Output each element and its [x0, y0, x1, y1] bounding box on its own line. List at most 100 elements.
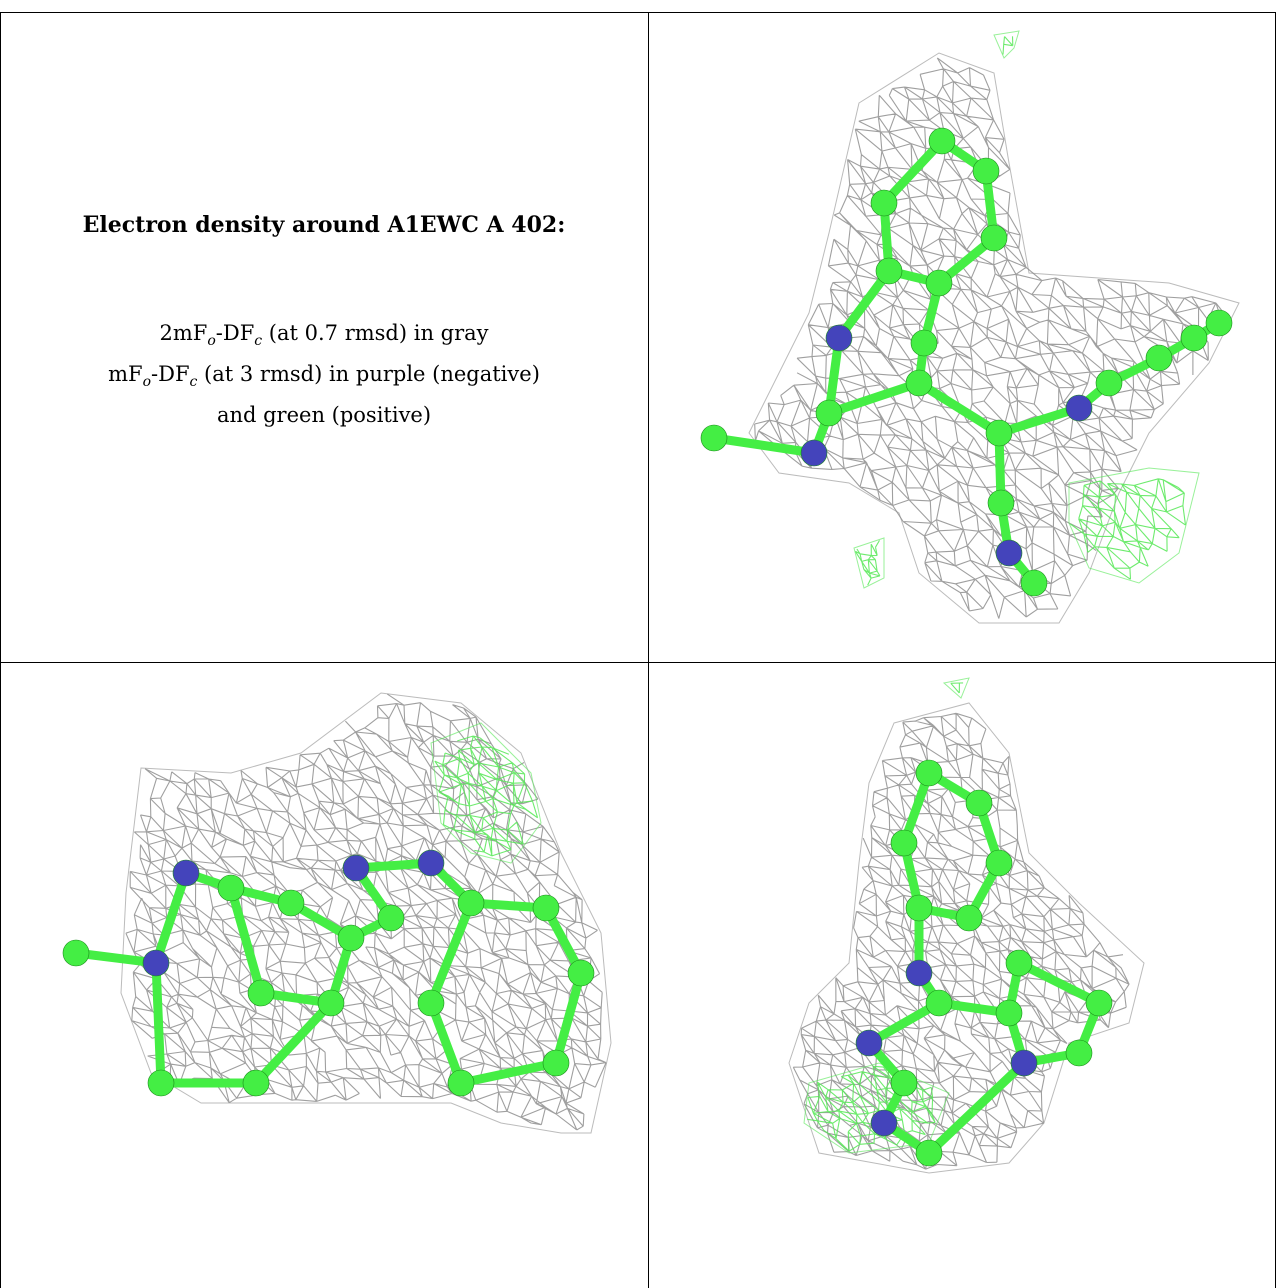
nitrogen-atom	[855, 1029, 883, 1057]
nitrogen-atom	[800, 439, 828, 467]
green-density-mesh	[1070, 478, 1187, 580]
nitrogen-atom	[342, 854, 370, 882]
nitrogen-atom	[1065, 394, 1093, 422]
carbon-atom	[567, 959, 595, 987]
nitrogen-atom	[1010, 1049, 1038, 1077]
carbon-atom	[377, 904, 405, 932]
legend-cell: Electron density around A1EWC A 402: 2mF…	[0, 12, 648, 662]
carbon-atom	[1205, 309, 1233, 337]
view-bottom-left	[1, 663, 648, 1288]
carbon-atom	[337, 924, 365, 952]
bond	[879, 136, 947, 208]
figure-grid: Electron density around A1EWC A 402: 2mF…	[0, 12, 1276, 1288]
carbon-atom	[928, 127, 956, 155]
carbon-atom	[62, 939, 90, 967]
gray-density-mesh-outline	[748, 52, 1240, 624]
gray-density-mesh-outline	[788, 702, 1145, 1174]
legend-title: Electron density around A1EWC A 402:	[82, 212, 566, 238]
nitrogen-atom	[417, 849, 445, 877]
carbon-atom	[890, 1069, 918, 1097]
green-density-blob	[854, 540, 881, 586]
carbon-atom	[1095, 369, 1123, 397]
bond	[226, 883, 266, 998]
green-density-mesh	[807, 1065, 936, 1152]
legend-line-difference: mFo-DFc (at 3 rmsd) in purple (negative)	[108, 362, 540, 391]
carbon-atom	[447, 1069, 475, 1097]
legend-description: 2mFo-DFc (at 0.7 rmsd) in gray mFo-DFc (…	[0, 317, 648, 432]
carbon-atom	[815, 399, 843, 427]
bond	[824, 378, 924, 418]
carbon-atom	[915, 759, 943, 787]
carbon-atom	[955, 904, 983, 932]
carbon-atom	[925, 269, 953, 297]
bond	[151, 958, 166, 1088]
border-left	[0, 12, 1, 1288]
carbon-atom	[217, 874, 245, 902]
view-top-right	[649, 13, 1275, 662]
bond	[864, 998, 944, 1048]
view-bottom-right	[649, 663, 1275, 1288]
green-density-mesh	[434, 735, 539, 857]
carbon-atom	[910, 329, 938, 357]
carbon-atom	[890, 829, 918, 857]
bond	[914, 378, 1004, 438]
carbon-atom	[985, 849, 1013, 877]
border-middle-vertical	[648, 12, 649, 1288]
nitrogen-atom	[825, 324, 853, 352]
bond	[426, 998, 466, 1088]
bond	[456, 1058, 561, 1088]
carbon-atom	[242, 1069, 270, 1097]
border-top	[0, 12, 1276, 13]
carbon-atom	[1020, 569, 1048, 597]
green-density-blob-outline	[993, 30, 1020, 59]
carbon-atom	[1065, 1039, 1093, 1067]
carbon-atom	[870, 189, 898, 217]
carbon-atom	[972, 157, 1000, 185]
green-density-blob-outline	[942, 677, 970, 699]
carbon-atom	[1145, 344, 1173, 372]
carbon-atom	[987, 489, 1015, 517]
bond	[151, 868, 191, 968]
bond	[71, 948, 161, 968]
bond	[551, 968, 586, 1068]
nitrogen-atom	[870, 1109, 898, 1137]
border-middle-horizontal	[0, 662, 1276, 663]
carbon-atom	[1180, 324, 1208, 352]
carbon-atom	[457, 889, 485, 917]
legend-line-gray: 2mFo-DFc (at 0.7 rmsd) in gray	[159, 321, 489, 350]
carbon-atom	[915, 1139, 943, 1167]
legend-line-positive: and green (positive)	[216, 403, 432, 428]
bond	[709, 433, 819, 458]
carbon-atom	[985, 419, 1013, 447]
carbon-atom	[317, 989, 345, 1017]
carbon-atom	[147, 1069, 175, 1097]
carbon-atom	[542, 1049, 570, 1077]
bond	[834, 266, 894, 343]
carbon-atom	[980, 224, 1008, 252]
bond	[251, 998, 336, 1088]
carbon-atom	[925, 989, 953, 1017]
green-density-blob-outline	[853, 537, 885, 589]
carbon-atom	[277, 889, 305, 917]
carbon-atom	[700, 424, 728, 452]
nitrogen-atom	[142, 949, 170, 977]
nitrogen-atom	[995, 539, 1023, 567]
carbon-atom	[905, 894, 933, 922]
green-density-blob	[1002, 36, 1014, 55]
nitrogen-atom	[172, 859, 200, 887]
carbon-atom	[417, 989, 445, 1017]
green-density-blob	[950, 682, 964, 694]
carbon-atom	[1005, 949, 1033, 977]
bond	[994, 403, 1084, 438]
carbon-atom	[965, 789, 993, 817]
carbon-atom	[247, 979, 275, 1007]
carbon-atom	[532, 894, 560, 922]
carbon-atom	[995, 999, 1023, 1027]
green-density-mesh-outline	[430, 722, 542, 864]
carbon-atom	[905, 369, 933, 397]
nitrogen-atom	[905, 959, 933, 987]
bond	[1014, 958, 1104, 1008]
bond	[924, 1058, 1029, 1158]
carbon-atom	[875, 257, 903, 285]
green-density-mesh-outline	[1068, 467, 1200, 584]
